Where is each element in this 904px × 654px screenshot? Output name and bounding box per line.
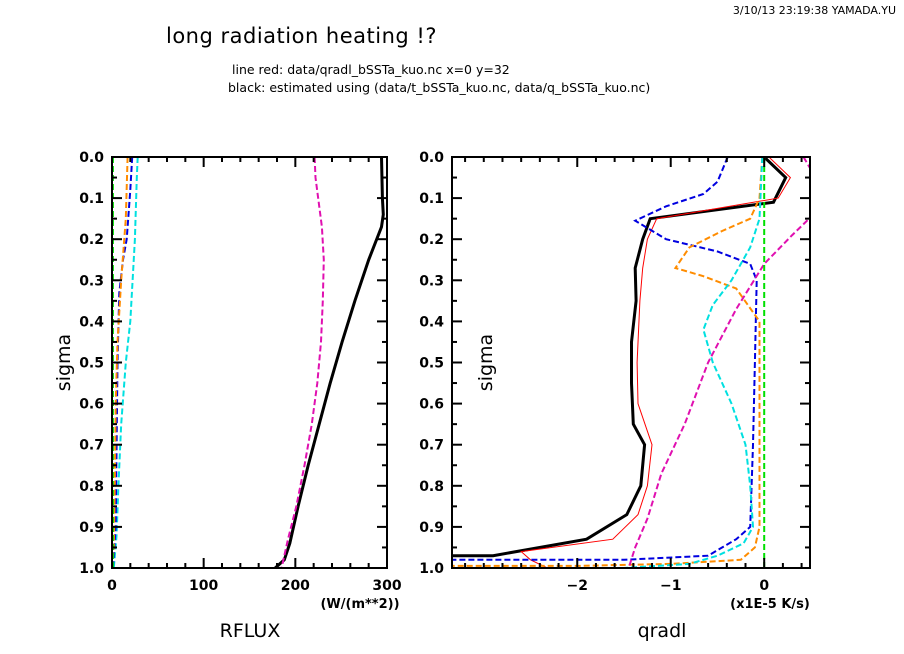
y-tick-label: 1.0 xyxy=(79,561,104,577)
y-axis-label: sigma xyxy=(53,334,75,391)
x-tick-label: −1 xyxy=(660,578,681,594)
y-tick-label: 0.6 xyxy=(419,397,444,413)
plot-frame xyxy=(111,156,388,569)
figure-title: long radiation heating !? xyxy=(166,24,437,48)
y-tick-label: 0.3 xyxy=(79,273,104,289)
y-axis-label: sigma xyxy=(475,334,497,391)
x-tick-label: 100 xyxy=(189,578,218,594)
series-cyan-dashed xyxy=(452,157,764,569)
x-tick-label: 200 xyxy=(281,578,310,594)
series-black-solid xyxy=(452,157,788,558)
y-tick-label: 0.5 xyxy=(419,356,444,372)
panel-rflux: 0.0 0.1 0.2 0.3 0.4 0.5 0.6 0.7 0.8 0.9 1.00 100 200… xyxy=(53,150,402,642)
y-tick-label: 0.8 xyxy=(419,479,444,495)
y-tick-label: 0.1 xyxy=(419,191,444,207)
x-units-label: (W/(m**2)) xyxy=(320,597,399,612)
x-axis-label: RFLUX xyxy=(220,620,281,642)
series-cyan-dashed xyxy=(112,157,139,569)
subtitle-line-1: line red: data/qradl_bSSTa_kuo.nc x=0 y=… xyxy=(232,62,510,77)
series-orange-dashed xyxy=(111,157,129,569)
x-units-label: (x1E-5 K/s) xyxy=(730,597,810,612)
subtitle-line-2: black: estimated using (data/t_bSSTa_kuo… xyxy=(228,80,651,95)
y-tick-label: 1.0 xyxy=(419,561,444,577)
x-tick-label: 0 xyxy=(759,578,769,594)
y-tick-label: 0.9 xyxy=(419,520,444,536)
y-tick-label: 0.8 xyxy=(79,479,104,495)
y-tick-label: 0.6 xyxy=(79,397,104,413)
y-tick-label: 0.4 xyxy=(419,314,444,330)
x-tick-label: 0 xyxy=(107,578,117,594)
y-tick-label: 0.0 xyxy=(419,150,444,166)
y-tick-label: 0.2 xyxy=(79,232,104,248)
y-tick-label: 0.1 xyxy=(79,191,104,207)
series-black-solid xyxy=(274,157,385,570)
y-tick-label: 0.5 xyxy=(79,356,104,372)
series-blue-dashed xyxy=(111,157,134,569)
series-group xyxy=(452,157,810,569)
series-magenta-dashed xyxy=(627,157,810,569)
series-red-solid xyxy=(520,157,792,569)
y-tick-label: 0.3 xyxy=(419,273,444,289)
panel-qradl: 0.0 0.1 0.2 0.3 0.4 0.5 0.6 0.7 0.8 0.9 1.0 −2 −1 0 (x… xyxy=(419,150,811,642)
series-group xyxy=(111,157,385,570)
y-tick-label: 0.7 xyxy=(419,438,444,454)
y-tick-label: 0.2 xyxy=(419,232,444,248)
x-tick-label: −2 xyxy=(567,578,588,594)
series-orange-dashed xyxy=(452,157,764,567)
series-magenta-dashed xyxy=(280,157,325,569)
y-tick-label: 0.7 xyxy=(79,438,104,454)
timestamp-label: 3/10/13 23:19:38 YAMADA.YU xyxy=(732,4,896,17)
y-tick-label: 0.4 xyxy=(79,314,104,330)
x-tick-label: 300 xyxy=(372,578,401,594)
y-tick-label: 0.9 xyxy=(79,520,104,536)
series-blue-dashed xyxy=(452,157,758,561)
x-axis-label: qradl xyxy=(638,620,687,642)
y-tick-label: 0.0 xyxy=(79,150,104,166)
